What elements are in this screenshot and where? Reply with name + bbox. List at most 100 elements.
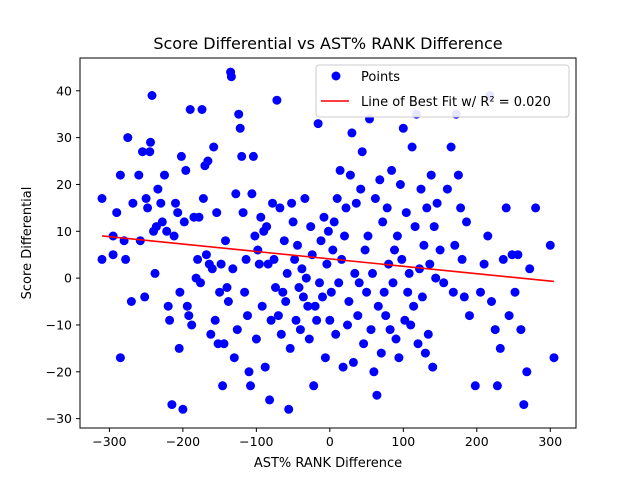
- data-point: [285, 343, 295, 353]
- data-point: [385, 325, 395, 335]
- data-point: [282, 268, 292, 278]
- data-point: [128, 198, 138, 208]
- data-point: [356, 184, 366, 194]
- data-point: [470, 381, 480, 391]
- data-point: [344, 297, 354, 306]
- data-point: [279, 236, 289, 246]
- data-point: [459, 292, 469, 302]
- data-point: [487, 297, 496, 306]
- data-point: [531, 203, 541, 213]
- data-point: [350, 268, 360, 278]
- data-point: [143, 203, 153, 213]
- x-tick-label: −300: [92, 434, 126, 449]
- data-point: [322, 259, 332, 269]
- data-point: [196, 278, 205, 288]
- data-point: [153, 184, 163, 194]
- data-point: [388, 278, 398, 288]
- data-point: [145, 147, 155, 157]
- data-point: [303, 301, 313, 311]
- data-point: [545, 240, 555, 250]
- data-point: [265, 395, 275, 405]
- data-point: [366, 325, 376, 335]
- data-point: [476, 287, 485, 297]
- data-point: [401, 208, 411, 218]
- data-point: [465, 311, 474, 321]
- data-point: [382, 203, 392, 213]
- data-point: [341, 203, 351, 213]
- x-tick-label: −200: [166, 434, 200, 449]
- data-point: [187, 320, 197, 330]
- data-point: [207, 264, 217, 274]
- data-point: [271, 283, 280, 292]
- data-point: [97, 254, 107, 264]
- data-point: [416, 184, 426, 194]
- data-point: [406, 320, 416, 330]
- data-point: [210, 315, 220, 325]
- data-point: [135, 236, 145, 246]
- data-point: [156, 198, 166, 208]
- data-point: [108, 231, 118, 241]
- data-point: [287, 198, 297, 208]
- data-point: [519, 400, 529, 410]
- data-point: [319, 212, 329, 222]
- y-tick-label: 10: [56, 224, 72, 239]
- data-point: [522, 367, 532, 377]
- data-point: [134, 170, 144, 180]
- data-point: [237, 151, 247, 161]
- data-point: [391, 334, 401, 344]
- data-point: [260, 362, 270, 372]
- data-point: [353, 311, 363, 321]
- data-point: [304, 334, 314, 344]
- data-point: [378, 217, 388, 227]
- y-tick-label: −20: [46, 364, 72, 379]
- data-point: [206, 329, 216, 339]
- data-point: [313, 119, 323, 129]
- data-point: [479, 259, 489, 269]
- data-point: [310, 301, 320, 311]
- legend-marker-points: [331, 71, 341, 81]
- y-tick-label: −30: [46, 411, 72, 426]
- data-point: [243, 311, 252, 321]
- y-axis: −30 −20 −10 0 10 20 30 40: [46, 83, 80, 426]
- data-point: [360, 245, 370, 255]
- data-point: [269, 254, 279, 264]
- data-point: [198, 194, 208, 203]
- data-point: [525, 264, 535, 274]
- data-point: [222, 283, 232, 292]
- data-point: [184, 311, 194, 321]
- data-point: [219, 339, 229, 349]
- data-point: [309, 381, 319, 391]
- data-point: [323, 226, 333, 236]
- data-point: [244, 367, 254, 377]
- data-point: [115, 170, 125, 180]
- data-point: [409, 301, 419, 311]
- y-tick-label: 40: [56, 83, 72, 98]
- data-point: [453, 170, 463, 180]
- data-point: [456, 203, 466, 213]
- data-point: [315, 278, 324, 288]
- x-axis-label: AST% RANK Difference: [254, 456, 402, 471]
- data-point: [150, 268, 160, 278]
- fit-line-layer: [101, 235, 555, 283]
- data-point: [446, 142, 456, 152]
- data-point: [404, 268, 414, 278]
- data-point: [194, 212, 204, 222]
- data-point: [432, 198, 442, 208]
- y-tick-label: −10: [46, 317, 72, 332]
- data-point: [221, 236, 230, 246]
- data-point: [240, 287, 250, 297]
- data-point: [370, 194, 380, 203]
- data-point: [201, 250, 211, 260]
- data-point: [223, 297, 233, 306]
- legend: Points Line of Best Fit w/ R² = 0.020: [315, 64, 570, 118]
- data-point: [295, 325, 305, 335]
- data-point: [410, 222, 420, 232]
- data-point: [165, 315, 175, 325]
- data-point: [278, 287, 288, 297]
- data-point: [174, 343, 184, 353]
- data-point: [108, 250, 118, 260]
- data-point: [423, 329, 433, 339]
- data-point: [115, 353, 125, 363]
- data-point: [492, 381, 502, 391]
- data-point: [369, 367, 379, 377]
